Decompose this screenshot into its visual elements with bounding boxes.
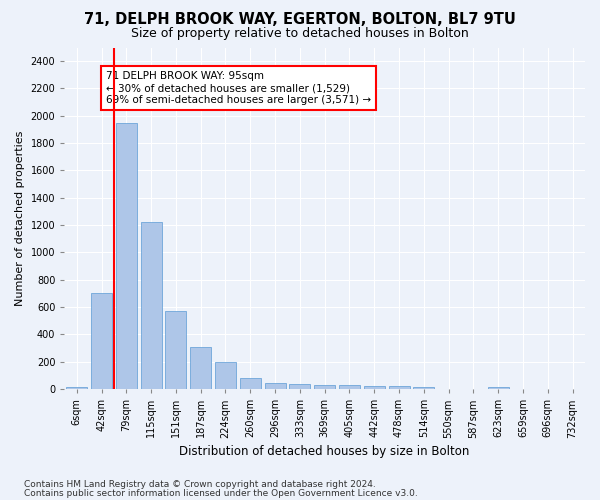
Bar	[116, 122, 137, 389]
Text: Size of property relative to detached houses in Bolton: Size of property relative to detached ho…	[131, 28, 469, 40]
Bar	[265, 383, 286, 389]
X-axis label: Distribution of detached houses by size in Bolton: Distribution of detached houses by size …	[179, 444, 470, 458]
Bar	[488, 387, 509, 389]
Bar	[389, 386, 410, 389]
Text: Contains public sector information licensed under the Open Government Licence v3: Contains public sector information licen…	[24, 489, 418, 498]
Bar	[339, 385, 360, 389]
Bar	[314, 385, 335, 389]
Bar	[215, 362, 236, 389]
Text: 71, DELPH BROOK WAY, EGERTON, BOLTON, BL7 9TU: 71, DELPH BROOK WAY, EGERTON, BOLTON, BL…	[84, 12, 516, 28]
Bar	[166, 312, 187, 389]
Text: 71 DELPH BROOK WAY: 95sqm
← 30% of detached houses are smaller (1,529)
69% of se: 71 DELPH BROOK WAY: 95sqm ← 30% of detac…	[106, 72, 371, 104]
Bar	[190, 348, 211, 389]
Text: Contains HM Land Registry data © Crown copyright and database right 2024.: Contains HM Land Registry data © Crown c…	[24, 480, 376, 489]
Bar	[240, 378, 261, 389]
Y-axis label: Number of detached properties: Number of detached properties	[15, 130, 25, 306]
Bar	[289, 384, 310, 389]
Bar	[140, 222, 161, 389]
Bar	[91, 294, 112, 389]
Bar	[413, 387, 434, 389]
Bar	[364, 386, 385, 389]
Bar	[66, 387, 87, 389]
